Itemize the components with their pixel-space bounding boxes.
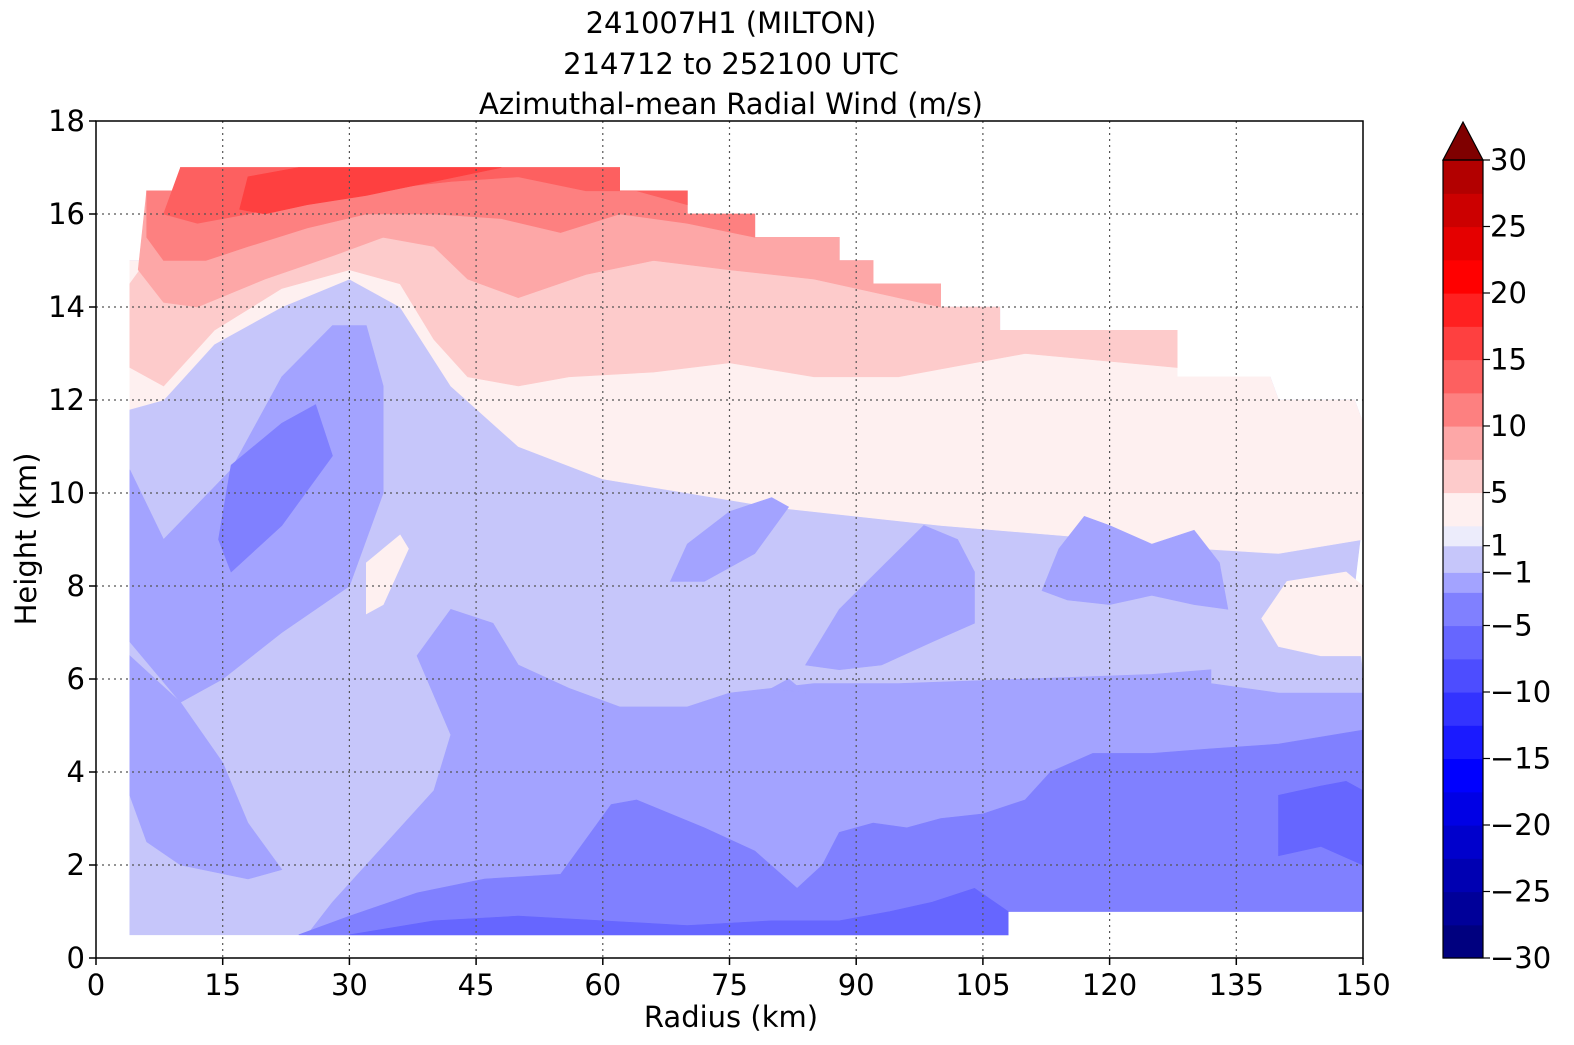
colorbar-tick-label: −20 bbox=[1490, 808, 1551, 842]
contour-region-6 bbox=[239, 167, 502, 215]
x-axis-ticks: 0 15 30 45 60 75 90 105 120 135 150 bbox=[87, 958, 1391, 1002]
x-tick-label: 150 bbox=[1335, 968, 1390, 1002]
y-tick-label: 12 bbox=[48, 383, 85, 417]
colorbar-segment bbox=[1443, 426, 1483, 460]
colorbar-extend-arrow bbox=[1442, 120, 1484, 161]
colorbar-tick-label: −25 bbox=[1490, 875, 1551, 909]
colorbar-tick-label: −30 bbox=[1490, 941, 1551, 975]
y-tick-label: 2 bbox=[67, 848, 85, 882]
contour-region-12 bbox=[669, 497, 790, 582]
colorbar-segment bbox=[1443, 459, 1483, 494]
x-tick-label: 60 bbox=[584, 968, 621, 1002]
colorbar-segment bbox=[1443, 293, 1483, 327]
colorbar-tick-label: 5 bbox=[1490, 476, 1508, 510]
y-tick-label: 6 bbox=[67, 662, 85, 696]
x-tick-label: 0 bbox=[87, 968, 105, 1002]
colorbar-segment bbox=[1443, 658, 1483, 693]
colorbar-segment bbox=[1443, 545, 1483, 573]
x-tick-label: 120 bbox=[1082, 968, 1137, 1002]
colorbar-segment bbox=[1443, 392, 1483, 427]
colorbar-tick-label: −5 bbox=[1490, 609, 1533, 643]
colorbar-tick-label: −1 bbox=[1490, 555, 1533, 589]
y-tick-label: 8 bbox=[67, 569, 85, 603]
y-axis-label: Height (km) bbox=[9, 453, 43, 626]
x-tick-label: 105 bbox=[955, 968, 1010, 1002]
title-line-1: 241007H1 (MILTON) bbox=[586, 6, 877, 40]
colorbar-segment bbox=[1443, 858, 1483, 893]
contour-region-13 bbox=[805, 525, 975, 671]
colorbar-frame bbox=[1442, 159, 1484, 959]
y-tick-label: 10 bbox=[48, 476, 85, 510]
x-tick-label: 30 bbox=[331, 968, 368, 1002]
y-tick-label: 4 bbox=[67, 755, 85, 789]
title-line-2: 214712 to 252100 UTC bbox=[563, 47, 899, 81]
colorbar-tick-label: −15 bbox=[1490, 742, 1551, 776]
chart-title: 241007H1 (MILTON) 214712 to 252100 UTC A… bbox=[479, 6, 983, 121]
colorbar-segment bbox=[1443, 891, 1483, 926]
colorbar-segment bbox=[1443, 226, 1483, 261]
contour-region-10 bbox=[129, 655, 283, 880]
gridlines bbox=[96, 121, 1363, 958]
x-axis-label: Radius (km) bbox=[644, 1000, 818, 1034]
x-tick-label: 15 bbox=[204, 968, 241, 1002]
contour-fill-regions bbox=[129, 167, 1363, 936]
colorbar-segment bbox=[1443, 625, 1483, 660]
contour-region-16 bbox=[218, 404, 333, 573]
colorbar-tick-label: 20 bbox=[1490, 276, 1527, 310]
colorbar-segment bbox=[1443, 825, 1483, 859]
colorbar-segment bbox=[1443, 359, 1483, 394]
contour-region-15 bbox=[770, 678, 807, 694]
x-tick-label: 90 bbox=[838, 968, 875, 1002]
colorbar-segment bbox=[1443, 259, 1483, 294]
colorbar-tick-label: −10 bbox=[1490, 675, 1551, 709]
x-tick-label: 135 bbox=[1209, 968, 1264, 1002]
colorbar: 30 25 20 15 10 5 1−1 −5 −10 −15 −20 −25 −30 bbox=[1442, 120, 1551, 975]
colorbar-segment bbox=[1443, 692, 1483, 726]
colorbar-segment bbox=[1443, 160, 1483, 194]
x-tick-label: 45 bbox=[458, 968, 495, 1002]
colorbar-segment bbox=[1443, 326, 1483, 361]
colorbar-segment bbox=[1443, 193, 1483, 228]
y-axis-ticks: 0 2 4 6 8 10 12 14 16 18 bbox=[48, 104, 96, 975]
colorbar-segment bbox=[1443, 758, 1483, 793]
colorbar-tick-label: 10 bbox=[1490, 409, 1527, 443]
y-tick-label: 0 bbox=[67, 941, 85, 975]
colorbar-segment bbox=[1443, 592, 1483, 627]
contour-region-17 bbox=[298, 729, 1363, 936]
colorbar-tick-label: 15 bbox=[1490, 343, 1527, 377]
y-tick-label: 18 bbox=[48, 104, 85, 138]
colorbar-tick-label: 1 bbox=[1490, 529, 1508, 563]
colorbar-segment bbox=[1443, 492, 1483, 527]
colorbar-segment bbox=[1443, 791, 1483, 826]
contour-region-14 bbox=[1041, 515, 1229, 610]
title-line-3: Azimuthal-mean Radial Wind (m/s) bbox=[479, 87, 983, 121]
contour-region-8 bbox=[1261, 571, 1363, 657]
x-tick-label: 75 bbox=[711, 968, 748, 1002]
colorbar-segment bbox=[1443, 924, 1483, 959]
colorbar-tick-label: 30 bbox=[1490, 143, 1527, 177]
contour-region-18 bbox=[349, 887, 1009, 936]
y-tick-label: 16 bbox=[48, 197, 85, 231]
colorbar-tick-label: 25 bbox=[1490, 210, 1527, 244]
y-tick-label: 14 bbox=[48, 290, 85, 324]
colorbar-segment bbox=[1443, 572, 1483, 593]
contour-region-7 bbox=[365, 534, 409, 615]
colorbar-segment bbox=[1443, 525, 1483, 547]
contour-region-19 bbox=[1278, 780, 1363, 866]
colorbar-segment bbox=[1443, 725, 1483, 760]
